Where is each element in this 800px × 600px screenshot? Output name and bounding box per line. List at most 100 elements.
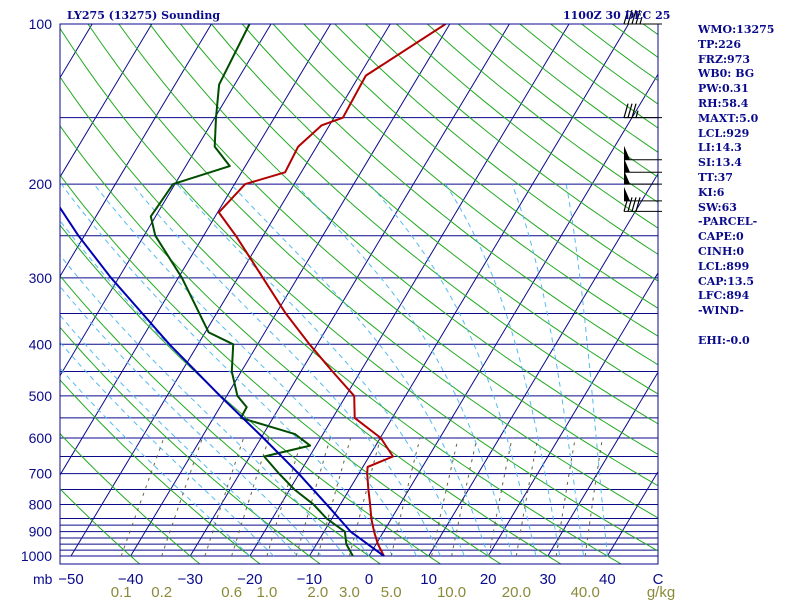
dry-adiabat — [60, 432, 201, 564]
isotherm-line — [487, 272, 658, 557]
dewpoint-profile — [149, 24, 354, 557]
moist-adiabat — [230, 183, 489, 557]
dry-adiabat — [118, 24, 658, 487]
index-line — [698, 319, 774, 334]
dry-adiabat — [60, 274, 382, 564]
temperature-tick-label: 10 — [420, 571, 437, 588]
index-line: LFC:894 — [698, 289, 750, 303]
dry-adiabat — [303, 24, 658, 309]
pressure-tick-label: 700 — [29, 466, 53, 482]
moist-adiabat — [295, 183, 513, 557]
index-line: CAPE:0 — [698, 230, 744, 244]
index-line: TP:226 — [698, 37, 742, 51]
mixing-ratio-tick-label: 0.1 — [111, 584, 132, 600]
pressure-unit-label: mb — [33, 571, 53, 587]
isotherm-line — [428, 172, 658, 557]
dry-adiabat — [334, 24, 658, 282]
isotherm-line — [130, 24, 451, 557]
mixing-ratio-line — [161, 437, 203, 557]
pressure-tick-label: 200 — [29, 176, 53, 192]
wind-barbs — [623, 9, 662, 212]
mixing-ratio-tick-label: 10.0 — [437, 584, 466, 600]
pressure-tick-label: 1000 — [21, 548, 52, 564]
temperature-tick-label: −50 — [58, 571, 83, 588]
wind-barb — [624, 186, 662, 202]
dry-adiabat — [149, 24, 658, 455]
mixing-ratio-tick-label: 0.2 — [151, 584, 172, 600]
moist-adiabat — [369, 183, 537, 557]
wind-barb — [623, 9, 662, 25]
index-line: TT:37 — [698, 170, 733, 184]
moist-adiabat — [511, 183, 585, 557]
moist-adiabat — [176, 183, 465, 557]
temperature-tick-label: −20 — [237, 571, 262, 588]
pressure-tick-label: 100 — [29, 16, 53, 32]
mixing-ratio-line — [555, 437, 576, 557]
index-line: MAXT:5.0 — [698, 111, 759, 125]
isotherm-line — [60, 24, 272, 377]
dry-adiabat — [87, 24, 658, 519]
mixing-ratio-tick-label: 0.6 — [221, 584, 242, 600]
isotherm-line — [547, 371, 658, 557]
index-line: CINH:0 — [698, 244, 745, 258]
plot-area — [60, 24, 658, 564]
moist-adiabat — [60, 341, 274, 557]
temperature-tick-label: 20 — [480, 571, 497, 588]
dry-adiabat — [60, 174, 502, 564]
index-line: CAP:13.5 — [698, 274, 755, 288]
dry-adiabat — [60, 124, 562, 564]
temperature-tick-label: −10 — [297, 571, 322, 588]
dry-adiabat — [210, 24, 658, 395]
mixing-ratio-line — [515, 437, 539, 557]
wind-barb — [623, 197, 662, 212]
wind-barb — [624, 145, 662, 161]
temperature-tick-label: −40 — [118, 571, 143, 588]
dry-adiabat — [60, 76, 623, 564]
mixing-ratio-line — [231, 437, 270, 557]
isotherm-line — [70, 24, 391, 557]
index-line: LI:14.3 — [698, 141, 742, 155]
index-line: WB0: BG — [698, 67, 755, 81]
dry-adiabat — [364, 24, 658, 255]
dry-adiabat — [272, 24, 658, 337]
moist-adiabat — [445, 183, 561, 557]
moist-adiabat — [60, 314, 298, 557]
index-line: SI:13.4 — [698, 156, 742, 170]
mixing-ratio-line — [348, 437, 381, 557]
index-line: RH:58.4 — [698, 96, 749, 110]
pressure-tick-label: 500 — [29, 388, 53, 404]
chart-title: LY275 (13275) Sounding — [67, 9, 221, 22]
index-line: PW:0.31 — [698, 82, 749, 96]
temperature-tick-label: 40 — [599, 571, 616, 588]
pressure-tick-label: 300 — [29, 270, 53, 286]
index-line: SW:63 — [698, 200, 737, 214]
mixing-ratio-line — [431, 437, 459, 557]
wind-barb — [623, 103, 662, 119]
mixing-ratio-tick-label: 3.0 — [339, 584, 360, 600]
dry-adiabat — [241, 24, 658, 366]
pressure-tick-label: 800 — [29, 496, 53, 512]
dry-adiabat — [60, 379, 261, 564]
isotherm-line — [60, 24, 153, 178]
mixing-ratio-line — [584, 437, 603, 557]
temperature-tick-label: 30 — [539, 571, 556, 588]
indices-panel: WMO:13275 TP:226 FRZ:973 WB0: BG PW:0.31 RH:5… — [698, 23, 774, 349]
pressure-tick-label: 900 — [29, 524, 53, 540]
mixing-ratio-line — [266, 437, 303, 557]
index-line: EHI:-0.0 — [698, 333, 750, 347]
dry-adiabat — [60, 488, 141, 564]
isotherm-line — [368, 73, 658, 557]
isotherm-line — [60, 24, 332, 476]
dry-adiabat — [179, 24, 658, 425]
index-line: FRZ:973 — [698, 52, 751, 66]
isotherm-line — [308, 24, 630, 557]
mixing-ratio-line — [295, 437, 331, 557]
dry-adiabat — [60, 224, 442, 564]
pressure-tick-label: 400 — [29, 336, 53, 352]
mixing-ratio-line — [390, 437, 421, 557]
mixing-ratio-unit-label: g/kg — [647, 584, 675, 600]
moist-adiabat — [60, 254, 346, 557]
index-line: -PARCEL- — [698, 215, 758, 229]
